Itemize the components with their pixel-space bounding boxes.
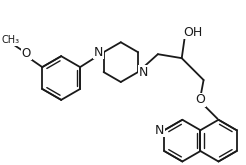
Text: N: N — [155, 124, 164, 137]
Text: OH: OH — [183, 26, 202, 39]
Text: N: N — [138, 66, 148, 79]
Text: O: O — [196, 93, 206, 106]
Text: N: N — [94, 46, 103, 59]
Text: CH₃: CH₃ — [1, 35, 19, 45]
Text: O: O — [22, 47, 31, 60]
